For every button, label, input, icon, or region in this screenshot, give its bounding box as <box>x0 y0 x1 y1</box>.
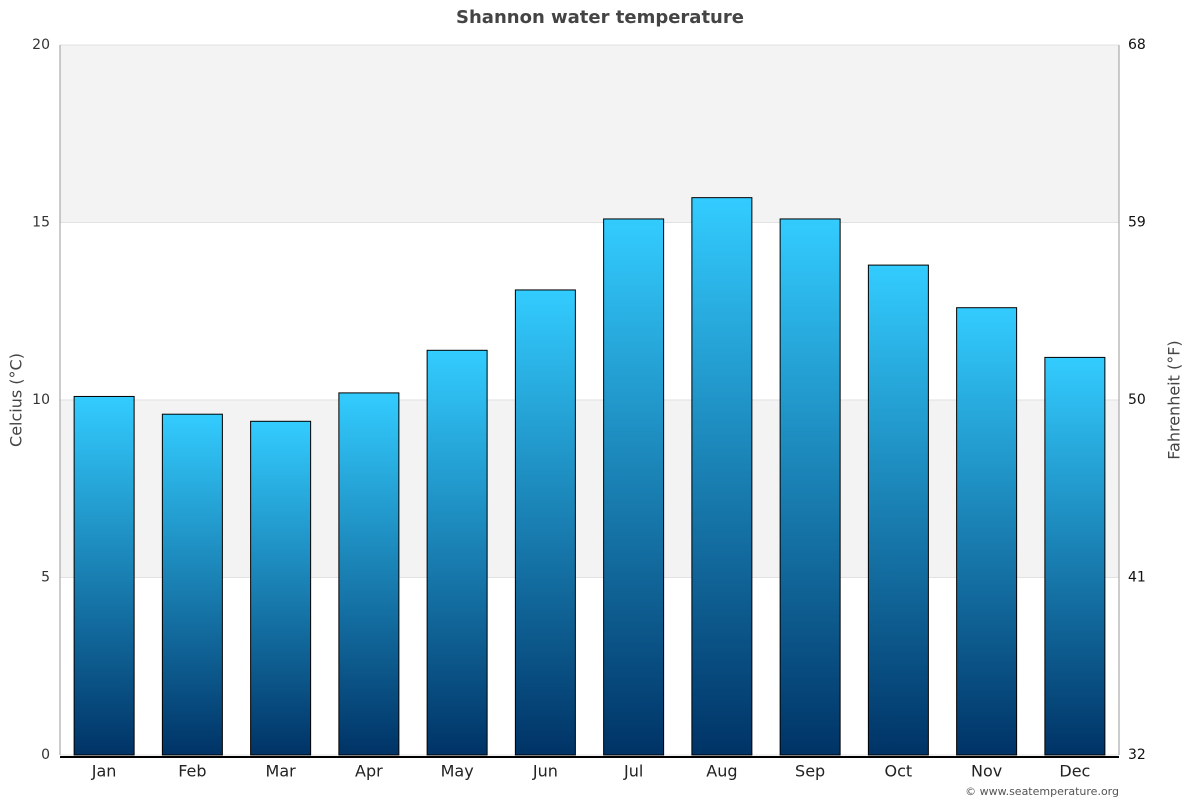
y-tick-label: 20 <box>32 37 50 53</box>
y-tick-label: 0 <box>41 747 50 763</box>
x-tick-label: Jan <box>91 762 117 781</box>
y2-tick-label: 50 <box>1128 392 1146 408</box>
x-tick-label: Mar <box>266 762 297 781</box>
bar <box>603 218 665 756</box>
bar <box>956 307 1018 756</box>
bar <box>691 197 753 756</box>
x-tick-label: Nov <box>971 762 1002 781</box>
x-tick-label: Jul <box>623 762 643 781</box>
bar <box>161 413 223 756</box>
bar <box>426 349 488 756</box>
x-tick-label: Dec <box>1059 762 1090 781</box>
bar <box>250 420 312 756</box>
bar <box>779 218 841 756</box>
y2-axis-title: Fahrenheit (°F) <box>1165 340 1184 459</box>
bar <box>514 289 576 756</box>
y-tick-label: 15 <box>32 215 50 231</box>
y2-tick-label: 32 <box>1128 747 1146 763</box>
x-tick-label: Aug <box>706 762 737 781</box>
y-tick-label: 5 <box>41 570 50 586</box>
y2-tick-label: 59 <box>1128 215 1146 231</box>
x-tick-label: May <box>441 762 474 781</box>
x-tick-label: Jun <box>532 762 558 781</box>
x-tick-label: Oct <box>885 762 913 781</box>
y2-tick-label: 68 <box>1128 37 1146 53</box>
x-tick-label: Sep <box>795 762 825 781</box>
bar <box>73 395 135 756</box>
bar <box>338 392 400 756</box>
x-tick-label: Apr <box>355 762 383 781</box>
y2-tick-label: 41 <box>1128 570 1146 586</box>
chart-title: Shannon water temperature <box>456 7 744 28</box>
grid-band <box>60 400 1119 578</box>
y-axis-title: Celcius (°C) <box>7 353 26 447</box>
bar <box>1044 356 1106 756</box>
y-tick-label: 10 <box>32 392 50 408</box>
source: © www.seatemperature.org <box>965 785 1119 798</box>
x-tick-label: Feb <box>178 762 206 781</box>
grid-band <box>60 45 1119 223</box>
bar <box>867 264 929 756</box>
